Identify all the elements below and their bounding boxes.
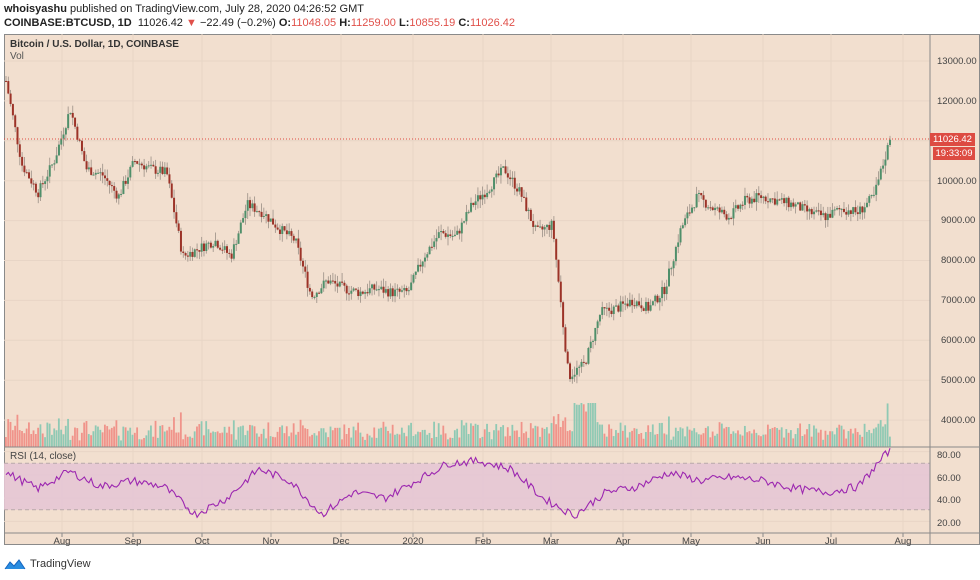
price-tick: 12000.00: [937, 96, 977, 107]
rsi-tick: 20.00: [937, 518, 961, 529]
price-tick: 6000.00: [941, 335, 976, 346]
price-tick: 5000.00: [941, 375, 976, 386]
price-tick: 9000.00: [941, 215, 976, 226]
time-tick: Jul: [824, 536, 838, 547]
rsi-tick: 60.00: [937, 473, 961, 484]
price-tick: 13000.00: [937, 56, 977, 67]
countdown-badge: 19:33:09: [933, 147, 975, 160]
chart-canvas[interactable]: [4, 34, 980, 545]
price-tick: 7000.00: [941, 295, 976, 306]
open-label: O:: [278, 17, 292, 29]
grid-lines: [4, 34, 930, 533]
chart-title: Bitcoin / U.S. Dollar, 1D, COINBASE: [10, 39, 179, 50]
rsi-tick: 40.00: [937, 495, 961, 506]
low-value: 10855.19: [409, 17, 456, 29]
symbol-ohlc-line: COINBASE:BTCUSD, 1D 11026.42 ▼ −22.49 (−…: [4, 17, 515, 29]
rsi-band: [4, 463, 930, 510]
price-tick: 10000.00: [937, 176, 977, 187]
rsi-line: [5, 448, 891, 519]
price-change: −22.49 (−0.2%): [199, 17, 276, 29]
rsi-tick: 80.00: [937, 450, 961, 461]
last-price: 11026.42: [137, 17, 183, 29]
time-tick: Nov: [262, 536, 280, 547]
time-tick: Feb: [474, 536, 492, 547]
publish-text: published on TradingView.com, July 28, 2…: [66, 3, 364, 15]
close-value: 11026.42: [469, 17, 516, 29]
chart-frame[interactable]: [4, 34, 980, 545]
open-value: 11048.05: [291, 17, 337, 29]
author-name: whoisyashu: [4, 3, 67, 15]
low-label: L:: [398, 17, 410, 29]
price-tick: 8000.00: [941, 255, 976, 266]
high-label: H:: [339, 17, 351, 29]
close-label: C:: [458, 17, 470, 29]
down-arrow-icon: ▼: [186, 17, 197, 29]
high-value: 11259.00: [350, 17, 396, 29]
time-tick: Dec: [332, 536, 350, 547]
rsi-label: RSI (14, close): [10, 451, 77, 462]
time-tick: Jun: [755, 536, 771, 547]
symbol-label: COINBASE:BTCUSD, 1D: [4, 17, 132, 29]
time-tick: Aug: [53, 536, 71, 547]
tradingview-logo[interactable]: TradingView: [4, 558, 91, 570]
volume-label: Vol: [10, 51, 24, 62]
tradingview-cloud-icon: [4, 559, 26, 570]
last-price-badge: 11026.42: [930, 133, 975, 146]
time-tick: 2020: [402, 536, 424, 547]
candlesticks: [5, 76, 891, 384]
volume-bars: [5, 403, 891, 447]
publish-info: whoisyashu published on TradingView.com,…: [4, 3, 364, 15]
price-tick: 4000.00: [941, 415, 976, 426]
brand-name: TradingView: [30, 558, 91, 570]
time-tick: Sep: [124, 536, 142, 547]
time-tick: Oct: [194, 536, 210, 547]
time-tick: Apr: [615, 536, 631, 547]
time-tick: Aug: [894, 536, 912, 547]
time-tick: May: [682, 536, 700, 547]
time-tick: Mar: [542, 536, 560, 547]
